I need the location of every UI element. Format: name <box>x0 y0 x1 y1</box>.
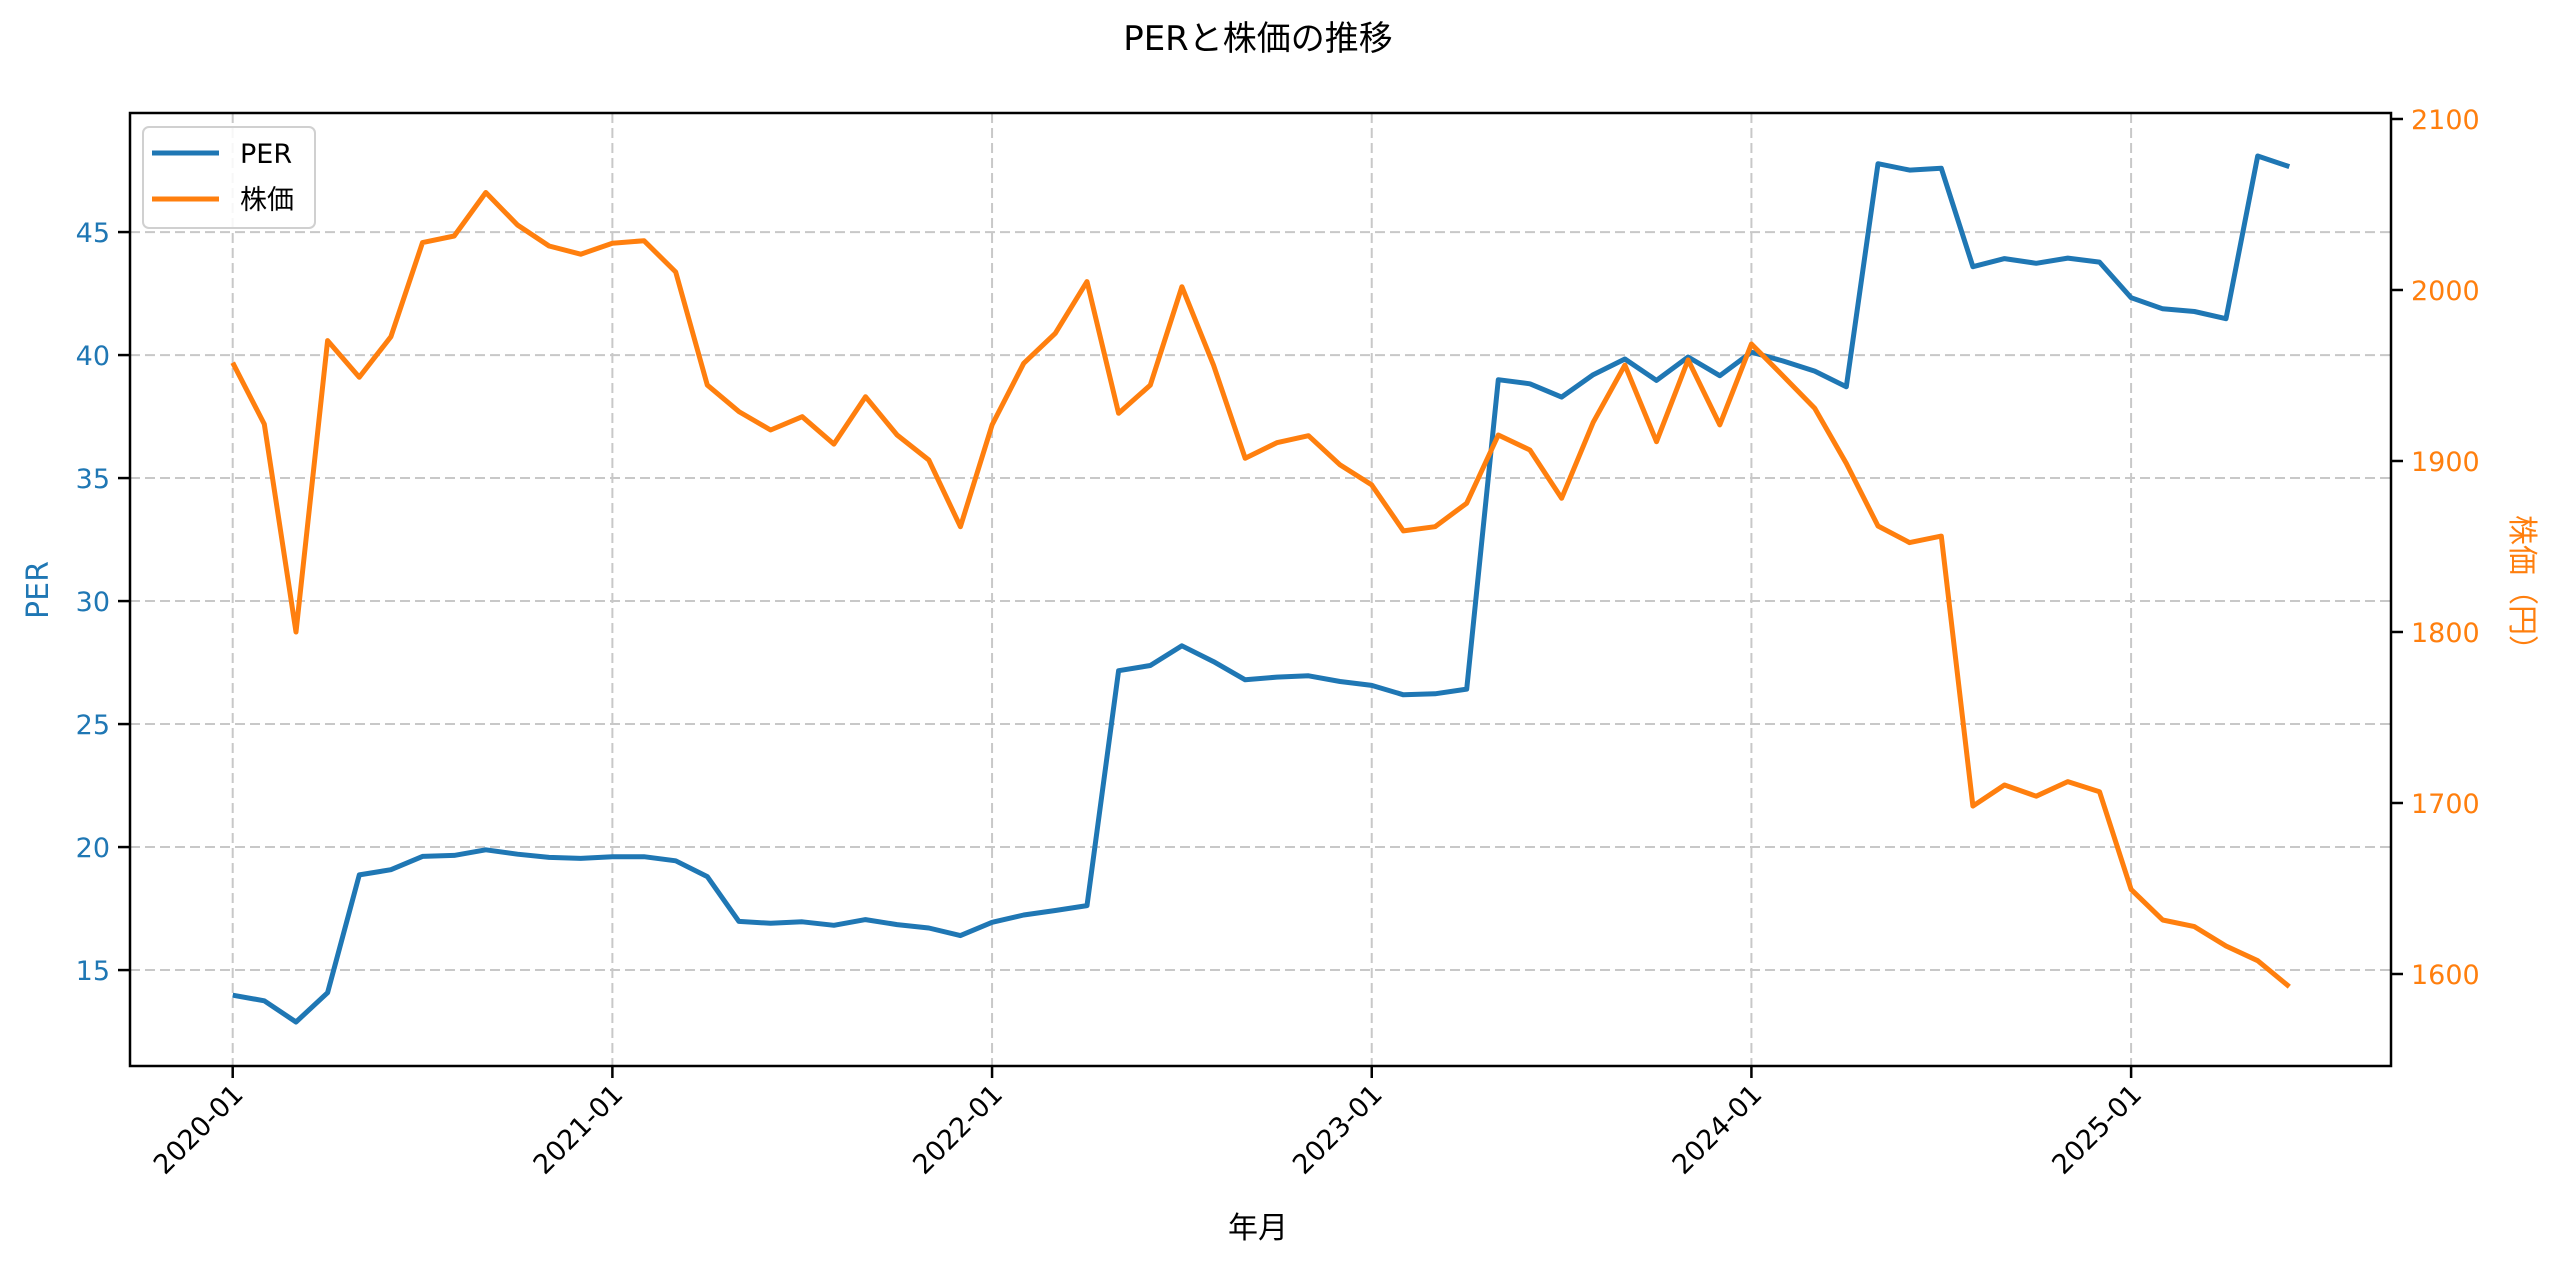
x-tick-label: 2023-01 <box>1287 1079 1389 1181</box>
left-tick-label: 40 <box>76 341 110 372</box>
left-y-axis: 15 20 25 30 35 40 45 <box>76 218 130 987</box>
right-axis-label: 株価（円） <box>2504 515 2539 665</box>
left-tick-label: 25 <box>76 710 110 741</box>
right-tick-label: 2100 <box>2411 105 2480 136</box>
left-axis-label: PER <box>21 561 56 619</box>
grid-lines <box>130 113 2391 1066</box>
per-line <box>232 153 2291 1025</box>
chart-title: PERと株価の推移 <box>1123 19 1393 59</box>
price-line <box>230 190 2291 989</box>
right-tick-label: 1600 <box>2411 960 2480 991</box>
x-axis-label: 年月 <box>1228 1211 1288 1246</box>
x-tick-label: 2020-01 <box>148 1079 250 1181</box>
left-tick-label: 20 <box>76 833 110 864</box>
right-tick-label: 1700 <box>2411 789 2480 820</box>
right-y-axis: 1600 1700 1800 1900 2000 2100 <box>2391 105 2480 991</box>
x-tick-label: 2024-01 <box>1667 1079 1769 1181</box>
right-tick-label: 1800 <box>2411 618 2480 649</box>
left-tick-label: 30 <box>76 587 110 618</box>
x-tick-label: 2022-01 <box>907 1079 1009 1181</box>
legend-label-price: 株価 <box>240 185 294 216</box>
plot-area-frame <box>128 111 2393 1068</box>
x-tick-label: 2021-01 <box>528 1079 630 1181</box>
legend: PER 株価 <box>142 126 316 229</box>
x-axis: 2020-01 2021-01 2022-01 2023-01 2024-01 2025-… <box>148 1066 2148 1181</box>
left-tick-label: 15 <box>76 956 110 987</box>
left-tick-label: 45 <box>76 218 110 249</box>
right-tick-label: 1900 <box>2411 447 2480 478</box>
x-tick-label: 2025-01 <box>2046 1079 2148 1181</box>
left-tick-label: 35 <box>76 464 110 495</box>
right-tick-label: 2000 <box>2411 276 2480 307</box>
legend-label-per: PER <box>240 139 292 170</box>
data-series <box>230 153 2291 1025</box>
